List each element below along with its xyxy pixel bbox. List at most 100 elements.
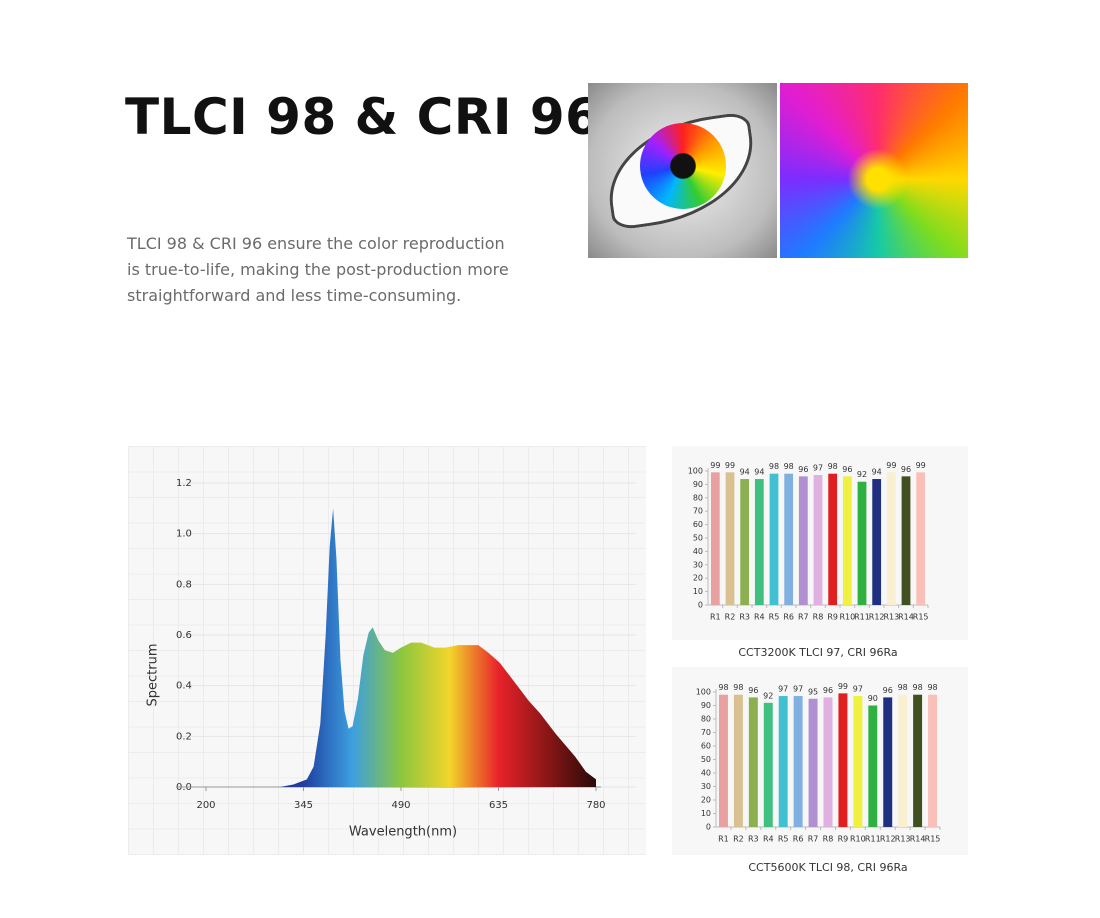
bar <box>784 473 794 605</box>
spectrum-area <box>206 508 596 787</box>
y-tick-label: 80 <box>701 715 711 724</box>
bar <box>793 696 803 827</box>
bar <box>778 696 788 827</box>
x-tick-label: R3 <box>748 835 759 844</box>
bar <box>748 697 758 827</box>
value-label: 98 <box>733 683 743 692</box>
y-tick-label: 90 <box>693 480 703 489</box>
y-tick-label: 30 <box>693 560 703 569</box>
value-label: 98 <box>828 462 838 471</box>
y-tick-label: 90 <box>701 701 711 710</box>
bar <box>916 472 926 605</box>
x-tick-label: 200 <box>196 800 215 811</box>
value-label: 97 <box>813 464 823 473</box>
value-label: 90 <box>868 694 878 703</box>
x-tick-label: R12 <box>880 835 896 844</box>
x-tick-label: R14 <box>910 835 926 844</box>
value-label: 98 <box>718 683 728 692</box>
value-label: 99 <box>916 461 926 470</box>
y-tick-label: 20 <box>701 796 711 805</box>
y-tick-label: 1.2 <box>176 478 192 489</box>
x-tick-label: R11 <box>865 835 881 844</box>
x-tick-label: 345 <box>294 800 313 811</box>
x-tick-label: R6 <box>783 613 794 622</box>
chart-caption: CCT3200K TLCI 97, CRI 96Ra <box>738 646 897 659</box>
x-tick-label: R12 <box>869 613 885 622</box>
y-axis-label: Spectrum <box>146 644 161 707</box>
value-label: 99 <box>725 461 735 470</box>
x-tick-label: R7 <box>798 613 809 622</box>
bar <box>857 481 867 605</box>
y-tick-label: 10 <box>701 809 711 818</box>
y-tick-label: 100 <box>688 467 703 476</box>
bar <box>710 472 720 605</box>
value-label: 98 <box>898 683 908 692</box>
chart-caption: CCT5600K TLCI 98, CRI 96Ra <box>748 861 907 874</box>
x-tick-label: R4 <box>763 835 774 844</box>
y-tick-label: 20 <box>693 574 703 583</box>
y-tick-label: 100 <box>696 688 711 697</box>
y-tick-label: 0.8 <box>176 579 192 590</box>
y-tick-label: 60 <box>693 520 703 529</box>
bar <box>868 705 878 827</box>
bar <box>928 694 938 827</box>
value-label: 97 <box>778 685 788 694</box>
description: TLCI 98 & CRI 96 ensure the color reprod… <box>127 234 509 305</box>
x-tick-label: R11 <box>854 613 870 622</box>
bar <box>823 697 833 827</box>
x-tick-label: R8 <box>813 613 824 622</box>
x-tick-label: R14 <box>898 613 914 622</box>
x-axis-label: Wavelength(nm) <box>349 825 457 840</box>
x-tick-label: R13 <box>895 835 911 844</box>
value-label: 95 <box>808 687 818 696</box>
y-tick-label: 50 <box>701 755 711 764</box>
y-tick-label: 60 <box>701 742 711 751</box>
iris <box>640 123 726 209</box>
bar <box>886 472 896 605</box>
value-label: 98 <box>913 683 923 692</box>
x-tick-label: R2 <box>733 835 744 844</box>
value-label: 96 <box>823 686 833 695</box>
value-label: 99 <box>886 461 896 470</box>
value-label: 92 <box>763 691 773 700</box>
x-tick-label: R15 <box>913 613 929 622</box>
y-tick-label: 80 <box>693 493 703 502</box>
value-label: 96 <box>883 686 893 695</box>
y-tick-label: 30 <box>701 782 711 791</box>
y-tick-label: 1.0 <box>176 529 192 540</box>
bar <box>813 475 823 605</box>
bar <box>725 472 735 605</box>
value-label: 94 <box>754 468 764 477</box>
eye-image <box>588 83 777 258</box>
value-label: 94 <box>740 468 750 477</box>
bar <box>740 479 750 605</box>
x-tick-label: 780 <box>586 800 605 811</box>
x-tick-label: 635 <box>489 800 508 811</box>
x-tick-label: R4 <box>754 613 765 622</box>
value-label: 98 <box>784 462 794 471</box>
x-tick-label: R10 <box>839 613 855 622</box>
x-tick-label: R6 <box>793 835 804 844</box>
x-tick-label: R13 <box>883 613 899 622</box>
value-label: 96 <box>901 465 911 474</box>
bar <box>883 697 893 827</box>
value-label: 98 <box>769 462 779 471</box>
value-label: 97 <box>853 685 863 694</box>
y-tick-label: 0.6 <box>176 630 192 641</box>
x-tick-label: R1 <box>718 835 729 844</box>
value-label: 92 <box>857 470 867 479</box>
value-label: 98 <box>927 683 937 692</box>
value-label: 96 <box>748 686 758 695</box>
x-tick-label: 490 <box>391 800 410 811</box>
x-tick-label: R8 <box>823 835 834 844</box>
value-label: 99 <box>838 682 848 691</box>
y-tick-label: 50 <box>693 534 703 543</box>
y-tick-label: 0 <box>698 601 703 610</box>
x-tick-label: R5 <box>778 835 789 844</box>
value-label: 99 <box>710 461 720 470</box>
bar <box>913 694 923 827</box>
bar <box>842 476 852 605</box>
value-label: 96 <box>798 465 808 474</box>
